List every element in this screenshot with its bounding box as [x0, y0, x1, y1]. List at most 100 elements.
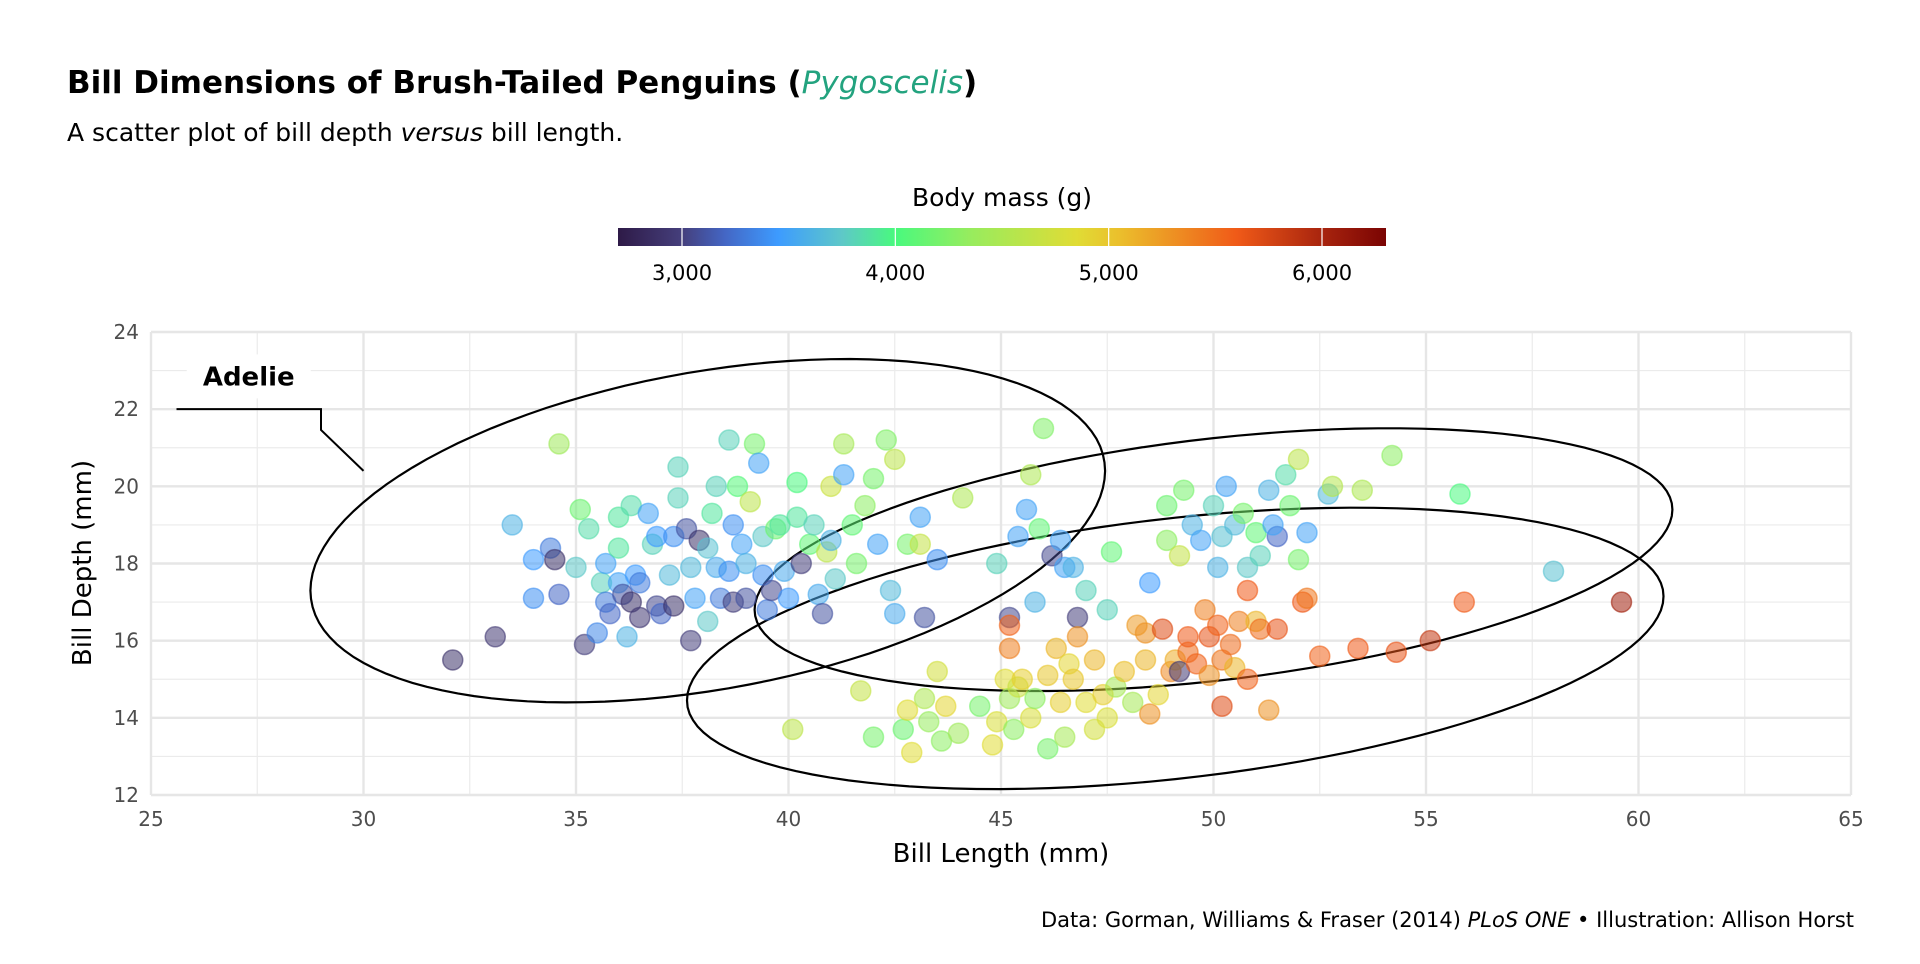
data-point [1347, 637, 1369, 660]
data-point [1219, 633, 1242, 656]
data-point [1020, 707, 1042, 729]
data-point [1096, 599, 1118, 621]
data-point [1211, 695, 1233, 718]
data-point [777, 587, 800, 609]
data-point [862, 726, 885, 748]
data-point [1156, 529, 1178, 552]
y-tick-label: 16 [114, 629, 139, 653]
data-point [926, 548, 948, 571]
ellipse-adelie [309, 357, 1107, 704]
data-point [1139, 572, 1161, 594]
data-point [1100, 541, 1123, 563]
data-point [629, 572, 651, 594]
data-point [1296, 587, 1318, 609]
data-point [1385, 641, 1407, 663]
data-point [926, 660, 948, 683]
data-point [565, 556, 587, 579]
data-point [803, 514, 825, 536]
data-point [1054, 726, 1076, 748]
data-point [1249, 545, 1271, 567]
data-point [1542, 560, 1565, 582]
data-point [969, 695, 991, 718]
data-point [1449, 483, 1471, 505]
y-axis-label: Bill Depth (mm) [68, 460, 98, 666]
data-point [697, 537, 719, 559]
data-point [599, 602, 621, 625]
y-tick-label: 18 [114, 552, 139, 576]
data-point [1232, 502, 1254, 525]
data-point [1453, 591, 1475, 613]
data-point [841, 514, 863, 536]
data-point [701, 502, 723, 525]
x-tick-label: 55 [1413, 807, 1438, 831]
data-point [1147, 683, 1169, 706]
data-point [1139, 703, 1161, 725]
data-point [850, 680, 872, 702]
data-point [522, 548, 545, 571]
colorbar-tick-label: 6,000 [1292, 261, 1352, 285]
data-point [833, 433, 855, 455]
data-point [1207, 614, 1229, 636]
data-point [1156, 494, 1178, 517]
data-point [1028, 518, 1050, 540]
data-point [1062, 556, 1084, 579]
data-point [722, 514, 744, 536]
data-point [544, 548, 566, 571]
data-point [1351, 479, 1373, 501]
data-point [697, 610, 719, 633]
data-point [998, 637, 1021, 660]
data-point [1168, 545, 1191, 567]
data-point [1066, 626, 1089, 648]
data-point [935, 695, 957, 718]
data-point [548, 433, 570, 455]
data-point [1113, 660, 1135, 683]
y-tick-label: 22 [114, 397, 139, 421]
data-point [1610, 591, 1633, 613]
data-point [1037, 737, 1059, 760]
data-point [1287, 548, 1310, 571]
data-point [1236, 668, 1259, 690]
data-point [867, 533, 889, 555]
data-point [862, 467, 885, 490]
annotation-leader-line [176, 408, 365, 472]
data-point [586, 622, 608, 644]
annotation-label: Adelie [203, 362, 295, 392]
data-point [667, 456, 689, 478]
data-point [748, 452, 770, 474]
data-point [739, 491, 761, 513]
x-tick-label: 30 [351, 807, 376, 831]
x-tick-label: 65 [1838, 807, 1863, 831]
data-point [743, 433, 766, 455]
data-point [986, 552, 1008, 575]
x-tick-label: 50 [1201, 807, 1226, 831]
data-point [684, 587, 706, 609]
data-point [1024, 687, 1046, 710]
data-point [824, 568, 846, 590]
data-point [875, 429, 897, 451]
data-point [1266, 618, 1288, 640]
ellipse-chinstrap [753, 427, 1674, 693]
data-point [1007, 525, 1029, 548]
data-point [1045, 637, 1067, 660]
data-point [913, 687, 936, 710]
data-point [820, 529, 842, 552]
data-point [1287, 448, 1310, 471]
data-point [1049, 529, 1072, 552]
x-tick-label: 35 [563, 807, 588, 831]
y-tick-label: 14 [114, 706, 139, 730]
data-point [629, 606, 651, 629]
data-point [1134, 649, 1157, 671]
data-point [637, 502, 659, 525]
data-point [901, 741, 923, 764]
colorbar-tick-label: 5,000 [1079, 261, 1139, 285]
data-point [909, 533, 931, 555]
data-point [811, 602, 834, 625]
data-point [1011, 668, 1033, 690]
data-point [1173, 479, 1195, 501]
adelie-annotation: Adelie [176, 354, 365, 472]
data-point [884, 448, 906, 471]
data-point [1419, 629, 1441, 652]
data-point [1037, 664, 1059, 687]
data-point [845, 552, 868, 575]
data-point [1296, 521, 1318, 544]
